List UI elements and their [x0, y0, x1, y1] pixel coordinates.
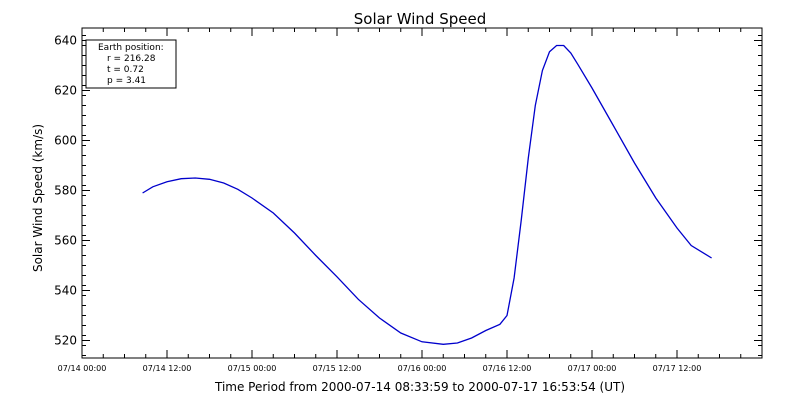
x-tick-label: 07/15 00:00	[228, 364, 277, 373]
y-tick-label: 580	[54, 184, 77, 198]
legend-t-value: t = 0.72	[107, 65, 144, 75]
x-tick-label: 07/16 00:00	[398, 364, 447, 373]
y-axis-label: Solar Wind Speed (km/s)	[31, 124, 45, 272]
y-tick-label: 640	[54, 34, 77, 48]
x-tick-label: 07/14 00:00	[58, 364, 107, 373]
legend-r-value: r = 216.28	[107, 54, 156, 64]
x-tick-label: 07/16 12:00	[483, 364, 532, 373]
earth-position-legend: Earth position: r = 216.28 t = 0.72 p = …	[85, 39, 177, 89]
y-tick-label: 540	[54, 284, 77, 298]
y-tick-label: 620	[54, 84, 77, 98]
y-tick-label: 560	[54, 234, 77, 248]
x-tick-label: 07/14 12:00	[143, 364, 192, 373]
x-tick-label: 07/17 12:00	[653, 364, 702, 373]
x-tick-label: 07/15 12:00	[313, 364, 362, 373]
legend-p-value: p = 3.41	[107, 76, 146, 86]
solar-wind-speed-line	[142, 44, 712, 345]
axes: 520 540 560 580 600 620 640 07/14 00:00 07/14 12…	[54, 27, 763, 373]
y-tick-label: 600	[54, 134, 77, 148]
x-axis-label: Time Period from 2000-07-14 08:33:59 to …	[214, 380, 625, 394]
legend-title: Earth position:	[98, 43, 164, 53]
chart-title: Solar Wind Speed	[354, 10, 486, 28]
x-tick-label: 07/17 00:00	[568, 364, 617, 373]
plot-frame	[81, 27, 763, 359]
y-tick-label: 520	[54, 334, 77, 348]
legend-box	[85, 39, 177, 89]
